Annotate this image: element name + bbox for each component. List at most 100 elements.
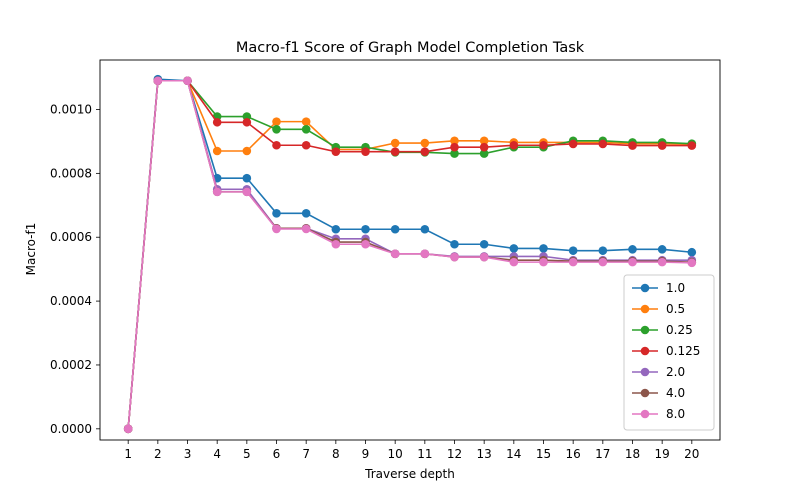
x-tick-label: 6 — [273, 447, 281, 461]
x-tick-label: 2 — [154, 447, 162, 461]
data-point — [687, 247, 697, 257]
data-point — [361, 224, 370, 234]
data-point — [301, 224, 311, 234]
x-tick-label: 7 — [302, 447, 310, 461]
data-point — [242, 146, 252, 156]
data-point — [450, 149, 459, 158]
x-tick-label: 8 — [332, 447, 340, 461]
data-point — [479, 142, 489, 152]
data-point — [657, 141, 667, 150]
data-point — [153, 76, 163, 86]
data-point — [539, 257, 548, 267]
x-tick-label: 16 — [566, 447, 581, 461]
legend-marker — [640, 283, 650, 293]
y-tick-label: 0.0006 — [50, 230, 92, 244]
legend-label: 1.0 — [666, 281, 685, 295]
x-tick-label: 18 — [625, 447, 640, 461]
x-tick-label: 15 — [536, 447, 551, 461]
data-point — [598, 246, 608, 255]
series-8.0 — [123, 76, 697, 434]
legend-label: 0.125 — [666, 344, 700, 358]
data-point — [628, 245, 637, 254]
legend-marker — [640, 325, 650, 335]
data-point — [687, 258, 697, 268]
y-tick-label: 0.0004 — [50, 294, 92, 308]
data-point — [301, 124, 311, 134]
data-point — [301, 208, 311, 218]
data-point — [450, 239, 459, 249]
y-axis-label: Macro-f1 — [24, 223, 38, 276]
data-point — [272, 140, 281, 150]
y-tick-label: 0.0002 — [50, 358, 92, 372]
data-point — [628, 141, 637, 150]
data-point — [301, 140, 311, 150]
legend-label: 8.0 — [666, 407, 685, 421]
data-point — [212, 117, 222, 127]
data-point — [361, 147, 370, 156]
legend-marker — [640, 388, 650, 398]
legend-item: 1.0 — [632, 281, 685, 295]
x-tick-label: 14 — [506, 447, 521, 461]
data-point — [539, 244, 548, 253]
chart-title: Macro-f1 Score of Graph Model Completion… — [236, 40, 585, 56]
data-point — [390, 224, 400, 234]
legend-item: 0.5 — [632, 302, 685, 316]
x-tick-label: 9 — [362, 447, 370, 461]
y-tick-label: 0.0000 — [50, 422, 92, 436]
data-point — [390, 138, 400, 148]
data-point — [331, 224, 341, 234]
data-point — [272, 124, 281, 134]
x-axis-label: Traverse depth — [364, 467, 455, 481]
data-point — [568, 246, 578, 255]
legend-label: 2.0 — [666, 365, 685, 379]
legend-marker — [640, 304, 650, 314]
legend-item: 4.0 — [632, 386, 685, 400]
legend-label: 0.5 — [666, 302, 685, 316]
data-point — [657, 245, 667, 254]
x-tick-label: 19 — [655, 447, 670, 461]
x-tick-label: 1 — [124, 447, 132, 461]
data-point — [479, 252, 489, 262]
x-tick-label: 20 — [684, 447, 699, 461]
legend-marker — [640, 409, 650, 419]
legend-item: 8.0 — [632, 407, 685, 421]
data-point — [687, 141, 697, 150]
data-point — [272, 117, 281, 126]
series-group — [123, 74, 697, 434]
data-point — [509, 257, 519, 267]
data-point — [598, 257, 608, 267]
y-tick-label: 0.0010 — [50, 102, 92, 116]
x-tick-label: 11 — [417, 447, 432, 461]
data-point — [420, 138, 430, 148]
legend-marker — [640, 367, 650, 377]
data-point — [450, 136, 459, 146]
data-point — [242, 117, 252, 127]
series-0.125 — [123, 76, 697, 434]
data-point — [450, 252, 459, 262]
data-point — [539, 140, 548, 150]
data-point — [479, 149, 489, 158]
data-point — [420, 249, 430, 259]
series-line — [127, 79, 692, 429]
data-point — [272, 208, 281, 218]
legend: 1.0 0.5 0.25 0.125 2.0 4.0 8.0 — [623, 274, 715, 431]
legend-marker — [640, 346, 650, 356]
axes: 1 2 3 4 5 6 7 8 9 10 11 12 13 14 15 16 17 18 19 200.00000.0… — [50, 59, 721, 461]
data-point — [212, 187, 222, 197]
x-tick-label: 3 — [184, 447, 192, 461]
x-tick-label: 13 — [477, 447, 492, 461]
data-point — [450, 142, 459, 152]
data-point — [598, 139, 608, 149]
y-tick-label: 0.0008 — [50, 166, 92, 180]
data-point — [242, 187, 252, 197]
data-point — [331, 239, 341, 249]
series-line — [127, 78, 692, 429]
series-line — [127, 79, 692, 429]
data-point — [568, 139, 578, 149]
data-point — [420, 224, 430, 234]
x-tick-label: 17 — [595, 447, 610, 461]
data-point — [657, 257, 667, 267]
data-point — [212, 146, 222, 156]
data-point — [420, 147, 430, 156]
